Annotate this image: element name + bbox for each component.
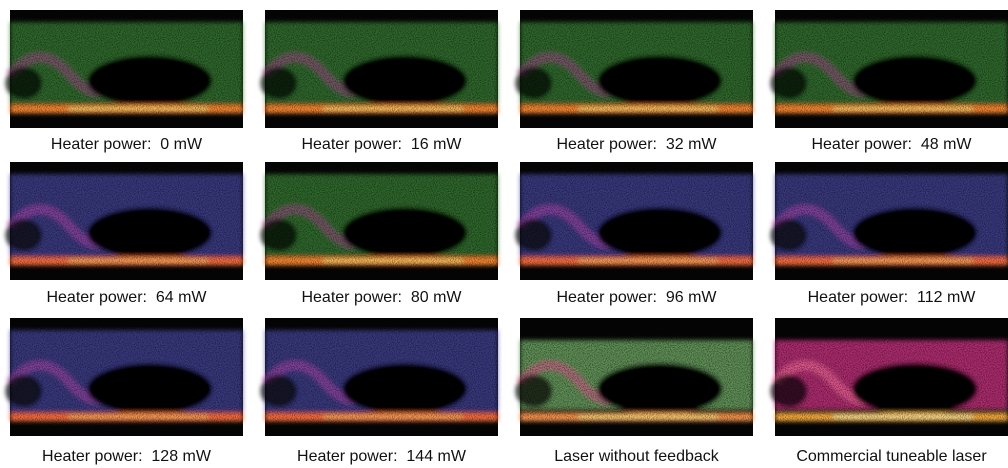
eye-diagram bbox=[5, 10, 243, 128]
noise bbox=[520, 318, 753, 436]
caption: Heater power: 16 mW bbox=[301, 136, 462, 153]
eye-diagram bbox=[770, 162, 1008, 280]
noise bbox=[520, 162, 753, 280]
eye-diagram bbox=[770, 10, 1008, 128]
caption: Heater power: 0 mW bbox=[51, 136, 203, 153]
caption: Laser without feedback bbox=[554, 448, 720, 465]
noise bbox=[775, 10, 1008, 128]
noise bbox=[265, 10, 498, 128]
noise bbox=[775, 318, 1008, 436]
caption: Heater power: 48 mW bbox=[811, 136, 972, 153]
caption: Heater power: 80 mW bbox=[301, 289, 462, 306]
caption: Heater power: 112 mW bbox=[808, 289, 977, 306]
noise bbox=[265, 162, 498, 280]
eye-diagram bbox=[5, 318, 243, 436]
noise bbox=[10, 318, 243, 436]
noise bbox=[10, 10, 243, 128]
noise bbox=[520, 10, 753, 128]
eye-diagram bbox=[515, 318, 753, 436]
noise bbox=[10, 162, 243, 280]
caption: Commercial tuneable laser bbox=[796, 448, 987, 465]
eye-diagram bbox=[5, 162, 243, 280]
noise bbox=[265, 318, 498, 436]
caption: Heater power: 144 mW bbox=[297, 448, 467, 465]
eye-diagram bbox=[770, 318, 1008, 436]
caption: Heater power: 128 mW bbox=[42, 448, 212, 465]
eye-diagram bbox=[260, 10, 498, 128]
caption: Heater power: 32 mW bbox=[556, 136, 717, 153]
eye-diagram bbox=[515, 10, 753, 128]
eye-diagram bbox=[260, 162, 498, 280]
noise bbox=[775, 162, 1008, 280]
caption: Heater power: 64 mW bbox=[46, 289, 207, 306]
eye-diagram bbox=[515, 162, 753, 280]
caption: Heater power: 96 mW bbox=[556, 289, 717, 306]
eye-diagram bbox=[260, 318, 498, 436]
